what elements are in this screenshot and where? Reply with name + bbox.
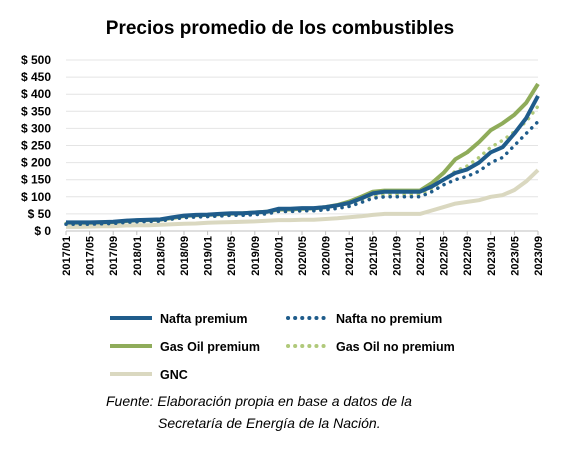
x-tick-label: 2020/05	[297, 236, 309, 276]
y-tick-label: $ 300	[21, 121, 51, 135]
y-tick-label: $ 450	[21, 70, 51, 84]
y-tick-label: $ 150	[21, 173, 51, 187]
x-tick-label: 2017/01	[61, 236, 73, 276]
x-tick-label: 2020/01	[273, 236, 285, 276]
x-tick-label: 2021/05	[368, 236, 380, 276]
x-tick-label: 2022/01	[415, 236, 427, 276]
chart-title: Precios promedio de los combustibles	[106, 18, 454, 39]
series-line-gnc	[66, 168, 540, 229]
x-tick-label: 2021/01	[344, 236, 356, 276]
series-lines	[64, 82, 540, 229]
legend-label-nafta-premium: Nafta premium	[160, 312, 248, 326]
x-tick-label: 2018/01	[132, 236, 144, 276]
source-line-1: Fuente: Elaboración propia en base a dat…	[106, 393, 412, 409]
y-tick-label: $ 100	[21, 190, 51, 204]
x-tick-label: 2019/09	[250, 236, 262, 276]
y-tick-label: $ 500	[21, 53, 51, 67]
x-tick-label: 2021/09	[391, 236, 403, 276]
series-line-gas-oil-no-premium	[64, 104, 540, 226]
x-tick-label: 2022/05	[439, 236, 451, 276]
legend-label-gnc: GNC	[160, 368, 188, 382]
x-tick-label: 2017/09	[108, 236, 120, 276]
x-tick-label: 2019/01	[203, 236, 215, 276]
x-tick-label: 2023/09	[533, 236, 545, 276]
y-tick-label: $ 400	[21, 87, 51, 101]
x-tick-label: 2022/09	[462, 236, 474, 276]
x-tick-label: 2023/05	[509, 236, 521, 276]
x-tick-label: 2020/09	[321, 236, 333, 276]
x-tick-label: 2018/05	[155, 236, 167, 276]
x-tick-label: 2017/05	[85, 236, 97, 276]
source-line-2: Secretaría de Energía de la Nación.	[158, 415, 381, 431]
y-tick-label: $ 250	[21, 139, 51, 153]
y-tick-label: $ 200	[21, 156, 51, 170]
x-tick-label: 2023/01	[486, 236, 498, 276]
legend-label-gasoil-no-premium: Gas Oil no premium	[336, 340, 455, 354]
legend-label-nafta-no-premium: Nafta no premium	[336, 312, 442, 326]
x-tick-label: 2019/05	[226, 236, 238, 276]
legend-label-gasoil-premium: Gas Oil premium	[160, 340, 260, 354]
legend: Nafta premium Nafta no premium Gas Oil p…	[110, 312, 455, 382]
x-tick-label: 2018/09	[179, 236, 191, 276]
y-tick-label: $ 0	[34, 224, 51, 238]
series-line-nafta-premium	[66, 94, 540, 225]
y-tick-label: $ 350	[21, 104, 51, 118]
y-tick-label: $ 50	[28, 207, 52, 221]
y-axis-ticks: $ 500 $ 450 $ 400 $ 350 $ 300 $ 250 $ 200 $ 150…	[21, 53, 51, 238]
y-gridlines	[66, 59, 538, 232]
x-axis-ticks: 2017/01 2017/05 2017/09 2018/01 2018/05 2018/…	[61, 231, 545, 276]
